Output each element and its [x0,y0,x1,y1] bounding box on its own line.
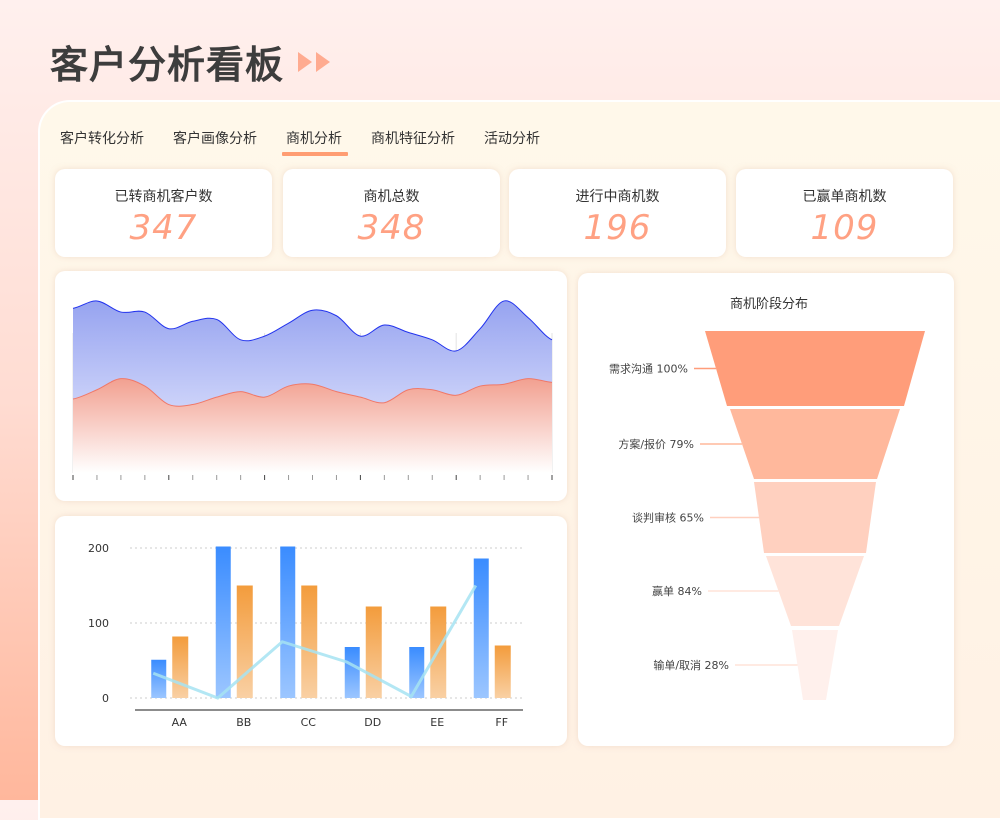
y-tick-label: 100 [88,617,109,630]
bar-series-1 [280,546,296,698]
bar-series-1 [151,659,167,698]
tab-opportunity-analysis[interactable]: 商机分析 [282,128,348,156]
funnel-stage-label: 需求沟通 100% [609,363,688,376]
area-chart [72,300,553,480]
tab-activity-analysis[interactable]: 活动分析 [484,131,540,147]
area-chart-card [55,271,567,501]
x-tick-label: CC [301,716,317,729]
tab-customer-conversion[interactable]: 客户转化分析 [60,131,144,147]
y-tick-label: 0 [102,692,109,705]
funnel-stage-label: 输单/取消 28% [653,658,729,672]
kpi-label: 已赢单商机数 [802,189,887,205]
funnel-stage [730,409,900,479]
series-line-0 [72,300,553,352]
kpi-label: 进行中商机数 [575,189,660,205]
tab-customer-profile[interactable]: 客户画像分析 [173,131,257,147]
kpi-card-converted-customers: 已转商机客户数 347 [55,169,272,257]
y-tick-label: 200 [88,542,109,555]
kpi-value: 347 [129,208,198,248]
series-line-1 [72,378,553,407]
x-tick-label: BB [236,716,251,729]
kpi-value: 109 [810,208,879,248]
tab-opportunity-features[interactable]: 商机特征分析 [371,131,455,147]
funnel-chart-card: 商机阶段分布 需求沟通 100% 方案/报价 79% 谈判审核 65% 赢单 84% 输… [578,273,954,746]
x-tick-label: FF [495,716,508,729]
bar-series-2 [365,606,382,698]
kpi-label: 商机总数 [363,189,420,205]
funnel-stage [766,556,864,626]
x-tick-label: EE [430,716,444,729]
funnel-stage [754,482,876,553]
x-tick-label: DD [364,716,381,729]
bar-series-2 [172,636,189,698]
bar-series-2 [301,585,318,698]
kpi-card-in-progress: 进行中商机数 196 [509,169,726,257]
bar-series-2 [494,645,511,698]
funnel-stage-label: 赢单 84% [652,584,702,598]
kpi-card-total-opportunities: 商机总数 348 [283,169,500,257]
bar-chart-card: 0 100 200 AA BB CC DD EE FF [55,516,567,746]
kpi-label: 已转商机客户数 [114,189,213,205]
funnel-stage-label: 方案/报价 79% [618,437,694,451]
funnel-chart: 商机阶段分布 需求沟通 100% 方案/报价 79% 谈判审核 65% 赢单 84% 输… [609,297,925,700]
page-title-text: 客户分析看板 [50,43,285,87]
double-chevron-right-icon [296,49,336,75]
bar-series-1 [409,647,425,698]
funnel-stage [705,331,925,406]
kpi-card-won: 已赢单商机数 109 [736,169,953,257]
page-title: 客户分析看板 [50,34,336,89]
funnel-stage [792,630,838,700]
kpi-value: 196 [583,208,652,248]
line-series [152,584,478,700]
area-fill-1 [73,378,552,473]
tab-bar: 客户转化分析 客户画像分析 商机分析 商机特征分析 活动分析 [60,128,569,156]
bar-chart: 0 100 200 AA BB CC DD EE FF [88,542,523,729]
x-tick-label: AA [172,716,188,729]
kpi-value: 348 [357,208,426,248]
funnel-stage-label: 谈判审核 65% [632,511,704,525]
funnel-title: 商机阶段分布 [730,297,808,312]
bar-series-1 [473,558,489,698]
bar-series-1 [215,546,231,698]
bar-series-1 [344,647,360,698]
